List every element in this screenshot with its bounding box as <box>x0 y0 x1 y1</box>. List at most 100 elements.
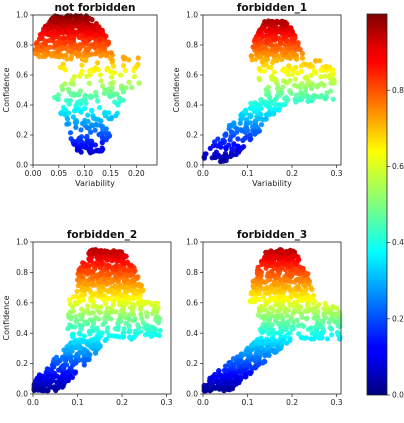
scatter-point <box>262 359 268 365</box>
scatter-point <box>69 304 76 310</box>
scatter-point <box>287 88 293 94</box>
scatter-point <box>316 323 323 330</box>
scatter-point <box>85 112 91 118</box>
y-tick-label: 0.2 <box>16 359 28 368</box>
scatter-point <box>56 367 62 373</box>
scatter-point <box>74 288 80 294</box>
x-tick-label: 0.00 <box>25 169 42 178</box>
scatter-point <box>71 73 77 80</box>
scatter-point <box>72 370 78 376</box>
scatter-point <box>302 282 308 288</box>
scatter-point <box>223 144 229 151</box>
scatter-point <box>146 331 152 337</box>
scatter-point <box>85 269 91 275</box>
scatter-point <box>289 66 296 72</box>
scatter-point <box>81 358 87 364</box>
scatter-point <box>310 300 316 306</box>
y-tick-label: 0.6 <box>186 298 198 307</box>
scatter-point <box>259 261 265 268</box>
scatter-point <box>123 301 129 307</box>
y-tick-label: 0.0 <box>16 390 28 399</box>
scatter-point <box>277 102 283 108</box>
scatter-point <box>311 336 317 342</box>
scatter-point <box>254 124 260 130</box>
scatter-point <box>74 99 81 106</box>
scatter-point <box>209 155 215 161</box>
scatter-point <box>88 93 95 99</box>
scatter-point <box>90 343 96 349</box>
scatter-point <box>120 89 127 95</box>
scatter-point <box>96 273 102 279</box>
scatter-point <box>91 302 97 308</box>
scatter-point <box>108 81 114 87</box>
scatter-point <box>247 370 253 377</box>
scatter-point <box>309 86 315 92</box>
scatter-point <box>248 291 254 297</box>
scatter-point <box>73 301 79 307</box>
scatter-point <box>275 267 281 273</box>
scatter-point <box>124 273 130 279</box>
scatter-point <box>229 146 235 152</box>
scatter-point <box>261 68 267 74</box>
scatter-point <box>309 330 315 336</box>
scatter-point <box>237 120 243 126</box>
scatter-point <box>88 310 94 316</box>
scatter-point <box>133 328 139 334</box>
scatter-point <box>88 280 95 287</box>
scatter-point <box>86 148 92 154</box>
scatter-point <box>97 254 103 260</box>
scatter-points <box>201 247 343 394</box>
colorbar-tick-label: 0.0 <box>392 391 404 400</box>
colorbar-tick-label: 0.8 <box>392 86 404 95</box>
scatter-point <box>126 267 132 273</box>
scatter-point <box>263 28 269 34</box>
scatter-point <box>64 19 70 25</box>
scatter-point <box>64 362 70 368</box>
scatter-point <box>318 333 325 339</box>
scatter-point <box>261 100 268 106</box>
scatter-point <box>122 289 128 295</box>
scatter-point <box>123 85 129 91</box>
scatter-point <box>106 89 112 95</box>
scatter-point <box>252 43 258 49</box>
scatter-point <box>87 352 93 358</box>
scatter-point <box>76 106 82 112</box>
x-tick-label: 0.2 <box>286 169 298 178</box>
scatter-point <box>108 55 114 62</box>
y-tick-label: 0.8 <box>16 41 28 50</box>
scatter-point <box>298 68 304 74</box>
scatter-point <box>208 387 214 393</box>
scatter-point <box>104 257 110 263</box>
y-tick-label: 0.8 <box>186 268 198 277</box>
scatter-point <box>272 272 278 278</box>
scatter-point <box>272 20 278 26</box>
scatter-point <box>275 345 281 351</box>
scatter-point <box>295 257 301 263</box>
scatter-point <box>266 310 272 316</box>
scatter-point <box>73 314 79 320</box>
scatter-point <box>120 284 126 290</box>
scatter-point <box>64 370 71 376</box>
scatter-point <box>73 317 80 324</box>
scatter-point <box>229 129 235 135</box>
x-tick-label: 0.0 <box>27 398 39 407</box>
scatter-point <box>111 298 117 304</box>
scatter-point <box>105 40 112 46</box>
scatter-point <box>273 338 279 344</box>
panel-title: forbidden_1 <box>237 2 307 14</box>
scatter-point <box>56 374 62 381</box>
scatter-point <box>287 45 293 51</box>
scatter-point <box>68 18 75 24</box>
scatter-point <box>67 130 74 136</box>
scatter-point <box>311 308 317 314</box>
scatter-point <box>55 47 61 53</box>
scatter-point <box>305 78 312 84</box>
scatter-point <box>212 374 219 380</box>
scatter-point <box>122 314 128 321</box>
scatter-point <box>289 325 295 331</box>
scatter-point <box>118 307 125 314</box>
scatter-point <box>322 73 328 79</box>
scatter-point <box>79 68 85 74</box>
scatter-point <box>157 327 163 334</box>
scatter-point <box>45 31 51 38</box>
